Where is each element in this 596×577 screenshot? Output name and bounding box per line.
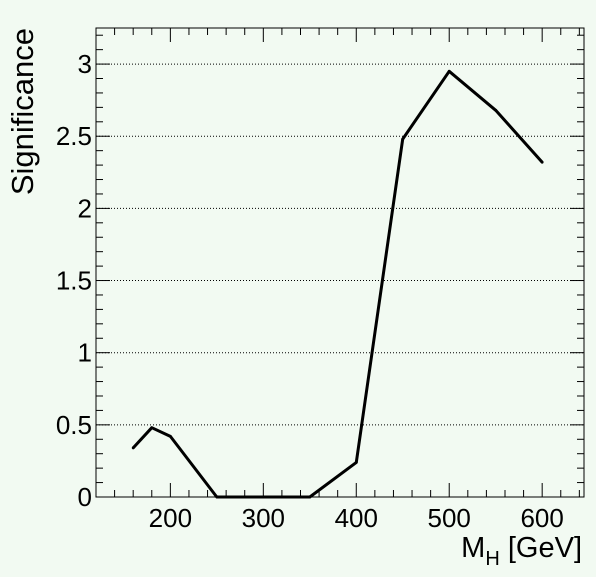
x-tick-label: 400 [335, 503, 378, 533]
x-axis-label-unit: [GeV] [500, 532, 582, 564]
grid-lines [96, 63, 584, 426]
data-point [354, 460, 358, 464]
y-tick-label: 0.5 [56, 410, 92, 440]
data-point [168, 434, 172, 438]
y-tick-label: 1 [78, 338, 92, 368]
y-tick-label: 3 [78, 49, 92, 79]
x-tick-label: 600 [520, 503, 563, 533]
x-axis-label-main: M [461, 532, 485, 564]
data-point [447, 69, 451, 73]
data-point [401, 137, 405, 141]
x-tick-label: 300 [242, 503, 285, 533]
y-tick-label: 2 [78, 193, 92, 223]
x-tick-label: 200 [149, 503, 192, 533]
y-axis-label: Significance [5, 28, 40, 195]
data-point [540, 160, 544, 164]
significance-line [132, 69, 544, 499]
tick-labels: 0 0.5 1 1.5 2 2.5 3 200 300 400 500 600 [56, 49, 564, 533]
data-point [150, 426, 154, 430]
data-point [131, 446, 135, 450]
axis-ticks [95, 28, 584, 498]
y-tick-label: 2.5 [56, 121, 92, 151]
x-axis-label: MH [GeV] [461, 532, 582, 570]
series-layer [131, 69, 544, 499]
x-tick-label: 500 [428, 503, 471, 533]
y-tick-label: 0 [78, 482, 92, 512]
data-point [494, 108, 498, 112]
x-axis-label-subscript: H [485, 548, 499, 570]
plot-frame [95, 27, 585, 498]
y-tick-label: 1.5 [56, 266, 92, 296]
